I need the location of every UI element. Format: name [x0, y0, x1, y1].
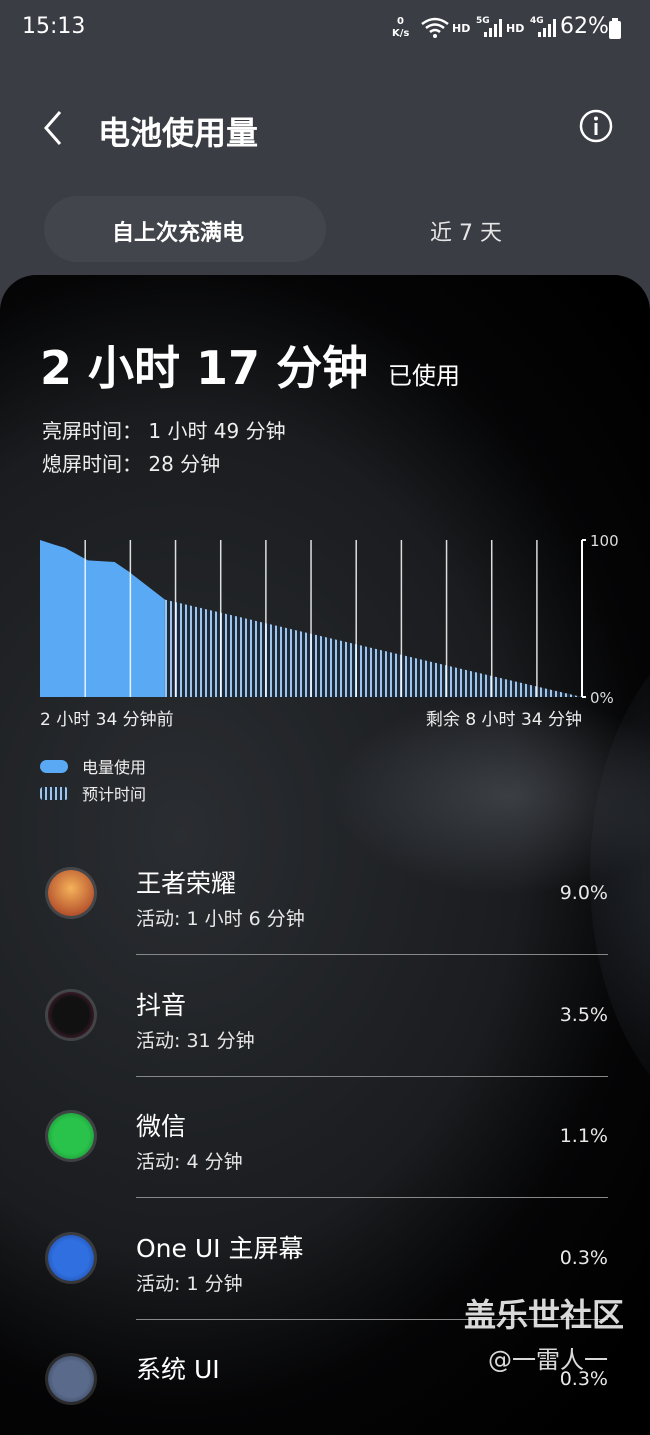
legend-swatch: [40, 787, 68, 800]
watermark-author: @一雷人一: [488, 1346, 608, 1374]
sim-type: 5G: [476, 16, 490, 26]
app-icon[interactable]: [48, 991, 94, 1038]
app-percent: 1.1%: [559, 1125, 608, 1147]
app-activity: 活动: 1 分钟: [136, 1272, 243, 1295]
battery-percent: 62%: [560, 14, 609, 39]
app-activity: 活动: 31 分钟: [136, 1029, 255, 1052]
x-end-label: 剩余 8 小时 34 分钟: [426, 710, 582, 730]
legend-swatch: [40, 760, 68, 773]
used-time: 2 小时 17 分钟: [40, 341, 369, 395]
page: Battery usage html, body { margin: 0; pa…: [0, 14, 650, 1435]
status-time: 15:13: [22, 14, 86, 39]
watermark-site: 盖乐世社区: [464, 1296, 625, 1334]
app-name[interactable]: 系统 UI: [136, 1355, 220, 1384]
page-title: 电池使用量: [98, 114, 259, 152]
content-card: [0, 275, 650, 1435]
cloud: [330, 695, 650, 895]
divider: [136, 954, 608, 955]
tab[interactable]: 近 7 天: [430, 221, 502, 246]
app-name[interactable]: One UI 主屏幕: [136, 1233, 304, 1263]
divider: [136, 1197, 608, 1198]
y-tick-label: 100: [590, 532, 619, 550]
app-icon[interactable]: [48, 1234, 94, 1281]
hd-badge: HD: [452, 22, 471, 35]
tab-selected-bg: [44, 196, 326, 262]
tab[interactable]: 自上次充满电: [112, 221, 245, 246]
screen-off-time: 熄屏时间： 28 分钟: [42, 452, 221, 476]
battery-icon: [609, 18, 621, 39]
app-name[interactable]: 抖音: [136, 990, 187, 1020]
signal-icon: [538, 19, 556, 37]
app-name[interactable]: 微信: [136, 1112, 187, 1141]
app-activity: 活动: 4 分钟: [136, 1151, 243, 1173]
projection-area: [164, 599, 583, 697]
divider: [136, 1075, 608, 1077]
app-icon[interactable]: [48, 1356, 94, 1402]
app-percent: 0.3%: [559, 1246, 608, 1269]
app-name[interactable]: 王者荣耀: [136, 869, 237, 898]
divider: [136, 1318, 608, 1320]
legend-label: 电量使用: [82, 758, 146, 777]
used-label: 已使用: [388, 362, 460, 390]
hd-badge: HD: [506, 22, 525, 35]
usage-area: [40, 540, 165, 697]
legend-label: 预计时间: [82, 785, 146, 804]
info-button[interactable]: [578, 108, 614, 144]
net-speed: 0: [397, 16, 404, 27]
app-icon[interactable]: [48, 870, 94, 916]
screen-on-time: 亮屏时间： 1 小时 49 分钟: [42, 419, 286, 443]
signal-icon: [484, 19, 502, 37]
wifi-icon: [421, 17, 449, 38]
screen: { "status_bar": {"time": "15:13", "net_s…: [0, 14, 650, 1435]
app-activity: 活动: 1 小时 6 分钟: [136, 908, 305, 930]
app-percent: 0.3%: [559, 1368, 608, 1390]
app-icon[interactable]: [48, 1113, 94, 1159]
x-start-label: 2 小时 34 分钟前: [40, 710, 174, 730]
app-percent: 9.0%: [559, 882, 608, 904]
back-button[interactable]: [38, 108, 68, 148]
app-percent: 3.5%: [559, 1003, 608, 1026]
y-tick-label: 0%: [590, 689, 614, 707]
sim-type: 4G: [530, 16, 544, 26]
net-unit: K/s: [392, 28, 410, 39]
